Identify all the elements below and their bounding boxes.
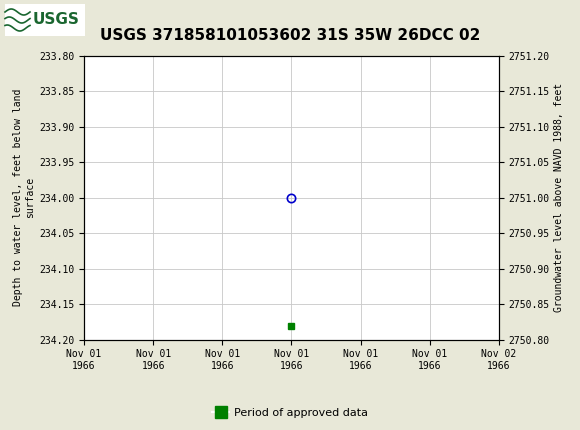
Y-axis label: Depth to water level, feet below land
surface: Depth to water level, feet below land su… bbox=[13, 89, 35, 307]
Text: USGS 371858101053602 31S 35W 26DCC 02: USGS 371858101053602 31S 35W 26DCC 02 bbox=[100, 28, 480, 43]
Y-axis label: Groundwater level above NAVD 1988, feet: Groundwater level above NAVD 1988, feet bbox=[554, 83, 564, 312]
FancyBboxPatch shape bbox=[5, 4, 85, 36]
Legend: Period of approved data: Period of approved data bbox=[208, 403, 372, 422]
Text: USGS: USGS bbox=[33, 12, 80, 28]
